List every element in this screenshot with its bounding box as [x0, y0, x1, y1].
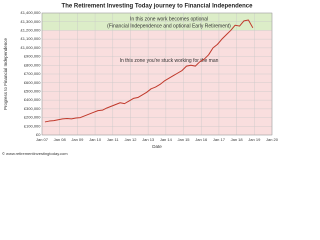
- chart: The Retirement Investing Today journey t…: [2, 3, 279, 157]
- zone-label: In this zone work becomes optional: [130, 16, 208, 22]
- x-tick-label: Jan 16: [195, 137, 208, 142]
- plot-border: [41, 12, 273, 136]
- footer: © www.retirementinvestingtoday.com: [2, 151, 68, 156]
- y-tick-label: £1,000,000: [20, 45, 41, 50]
- y-tick-label: £200,000: [24, 115, 41, 120]
- data-line: [44, 19, 254, 123]
- y-tick-label: £1,200,000: [20, 27, 41, 32]
- y-tick-label: £0: [36, 132, 41, 137]
- zone-label: In this zone you're stuck working for th…: [120, 58, 219, 64]
- x-tick-label: Jan 09: [71, 137, 84, 142]
- y-tick-label: £1,300,000: [20, 19, 41, 24]
- y-tick-label: £800,000: [24, 62, 41, 67]
- x-tick-label: Jan 17: [213, 137, 226, 142]
- y-tick-label: £400,000: [24, 97, 41, 102]
- x-tick-label: Jan 19: [248, 137, 261, 142]
- chart-title: The Retirement Investing Today journey t…: [62, 4, 254, 10]
- x-tick-label: Jan 20: [266, 137, 279, 142]
- x-axis-label: Date: [152, 144, 162, 149]
- x-tick-label: Jan 08: [54, 137, 67, 142]
- x-tick-label: Jan 10: [89, 137, 102, 142]
- y-tick-label: £300,000: [24, 106, 41, 111]
- y-tick-label: £600,000: [24, 80, 41, 85]
- x-tick-label: Jan 12: [124, 137, 137, 142]
- y-axis-label: Progress to Financial Independence: [3, 37, 8, 110]
- y-tick-label: £1,400,000: [20, 10, 41, 15]
- x-tick-label: Jan 11: [107, 137, 119, 142]
- y-tick-label: £100,000: [24, 123, 41, 128]
- y-tick-label: £1,100,000: [20, 36, 41, 41]
- x-tick-label: Jan 14: [160, 137, 173, 142]
- y-tick-label: £900,000: [24, 54, 41, 59]
- x-tick-label: Jan 07: [36, 137, 49, 142]
- y-tick-label: £500,000: [24, 88, 41, 93]
- x-tick-label: Jan 18: [231, 137, 244, 142]
- x-tick-label: Jan 13: [142, 137, 155, 142]
- y-tick-label: £700,000: [24, 71, 41, 76]
- zone-label: (Financial Independence and optional Ear…: [107, 23, 231, 29]
- x-tick-label: Jan 15: [178, 137, 191, 142]
